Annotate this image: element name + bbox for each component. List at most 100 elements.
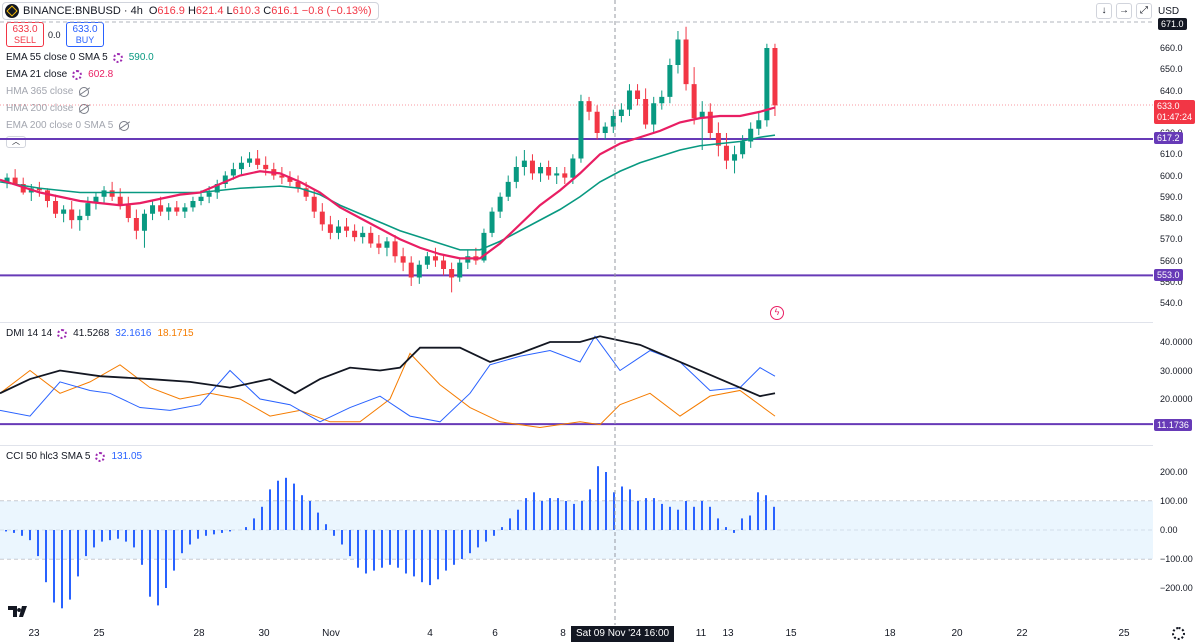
candle <box>133 218 139 231</box>
candle <box>36 188 42 191</box>
dmi-level-tag: 11.1736 <box>1154 419 1192 431</box>
legend-hma200[interactable]: HMA 200 close <box>6 103 90 114</box>
candle <box>683 39 689 85</box>
candle <box>352 230 358 238</box>
candle <box>222 175 228 184</box>
scroll-down-icon[interactable]: ↓ <box>1096 3 1112 19</box>
candle <box>230 169 236 176</box>
legend-cci[interactable]: CCI 50 hlc3 SMA 5 131.05 <box>6 451 143 462</box>
candle <box>158 205 164 212</box>
candle <box>4 177 10 182</box>
eye-hidden-icon[interactable] <box>119 120 130 131</box>
candle <box>570 158 576 178</box>
pane-separator[interactable] <box>0 322 1153 323</box>
candle <box>416 264 422 278</box>
plus-di-line <box>0 335 776 423</box>
legend-ema55[interactable]: EMA 55 close 0 SMA 5 590.0 <box>6 52 154 63</box>
legend-ema200[interactable]: EMA 200 close 0 SMA 5 <box>6 120 130 131</box>
price-tick-label: 560.0 <box>1160 255 1183 266</box>
settings-icon[interactable] <box>72 69 83 80</box>
candle <box>117 196 123 206</box>
tradingview-logo-icon[interactable] <box>8 604 32 618</box>
symbol-title[interactable]: BINANCE:BNBUSD · 4h <box>23 5 143 17</box>
flash-icon[interactable]: ϟ <box>770 306 784 320</box>
pane-separator[interactable] <box>0 445 1153 446</box>
settings-icon[interactable] <box>95 451 106 462</box>
candle <box>263 164 269 170</box>
eye-hidden-icon[interactable] <box>79 103 90 114</box>
candle <box>319 211 325 225</box>
candle <box>255 158 261 165</box>
date-tick-label: 30 <box>258 628 270 639</box>
ohlc-readout: O616.9 H621.4 L610.3 C616.1 −0.8 (−0.13%… <box>148 5 372 17</box>
date-tick-label: 20 <box>951 628 963 639</box>
candle <box>764 48 770 121</box>
cci-band <box>0 501 1153 559</box>
candle <box>691 84 697 119</box>
candle <box>85 203 91 216</box>
symbol-bar[interactable]: BINANCE:BNBUSD · 4h O616.9 H621.4 L610.3… <box>2 2 379 20</box>
candle <box>303 188 309 197</box>
eye-hidden-icon[interactable] <box>79 86 90 97</box>
candle <box>432 256 438 261</box>
price-axis-top-value: 671.0 <box>1158 18 1187 30</box>
ema55-line <box>0 134 776 251</box>
date-tick-label: 11 <box>695 628 707 639</box>
settings-icon[interactable] <box>112 52 123 63</box>
expand-icon[interactable]: ⤢ <box>1136 3 1152 19</box>
legend-hma365[interactable]: HMA 365 close <box>6 86 90 97</box>
arrow-right-icon[interactable]: → <box>1116 3 1132 19</box>
date-tick-label: Nov <box>322 628 340 639</box>
level-low-tag: 553.0 <box>1154 269 1183 281</box>
candle <box>295 181 301 189</box>
candle <box>344 226 350 231</box>
candle <box>125 205 131 218</box>
candle <box>554 173 560 176</box>
candle <box>77 215 83 221</box>
gear-icon[interactable] <box>1172 627 1185 640</box>
candle <box>578 101 584 159</box>
candle <box>723 145 729 161</box>
price-tick-label: 570.0 <box>1160 234 1183 245</box>
legend-dmi[interactable]: DMI 14 14 41.5268 32.1616 18.1715 <box>6 328 194 339</box>
candle <box>602 126 608 133</box>
date-tick-label: 22 <box>1016 628 1028 639</box>
price-tick-label: 650.0 <box>1160 64 1183 75</box>
candle <box>635 90 641 99</box>
candle <box>521 160 527 167</box>
date-tick-label: 6 <box>492 628 498 639</box>
candle <box>190 201 196 208</box>
date-tick-label: 25 <box>93 628 105 639</box>
candle <box>505 181 511 197</box>
candle <box>376 243 382 248</box>
level-high-tag: 617.2 <box>1154 132 1183 144</box>
dmi-tick-label: 30.0000 <box>1160 365 1193 376</box>
price-tick-label: 660.0 <box>1160 43 1183 53</box>
candle <box>457 262 463 278</box>
dmi-tick-label: 20.0000 <box>1160 394 1193 404</box>
price-tick-label: 600.0 <box>1160 170 1183 181</box>
candle <box>311 196 317 212</box>
candle <box>368 232 374 244</box>
date-tick-label: 4 <box>427 628 433 639</box>
ema21-line <box>0 106 776 260</box>
candle <box>667 65 673 97</box>
currency-label[interactable]: USD <box>1158 6 1180 17</box>
cci-tick-label: −100.00 <box>1160 554 1193 564</box>
candle <box>513 167 519 182</box>
candle <box>238 162 244 170</box>
price-tick-label: 580.0 <box>1160 213 1183 223</box>
candle <box>651 103 657 125</box>
candle <box>546 167 552 176</box>
grid <box>0 21 1153 560</box>
date-tick-label: 28 <box>193 628 205 639</box>
candle <box>424 256 430 265</box>
settings-icon[interactable] <box>57 328 68 339</box>
legend-ema21[interactable]: EMA 21 close 602.8 <box>6 69 114 80</box>
candle <box>489 211 495 233</box>
candle <box>740 141 746 155</box>
candle <box>400 256 406 263</box>
candle <box>287 177 293 182</box>
